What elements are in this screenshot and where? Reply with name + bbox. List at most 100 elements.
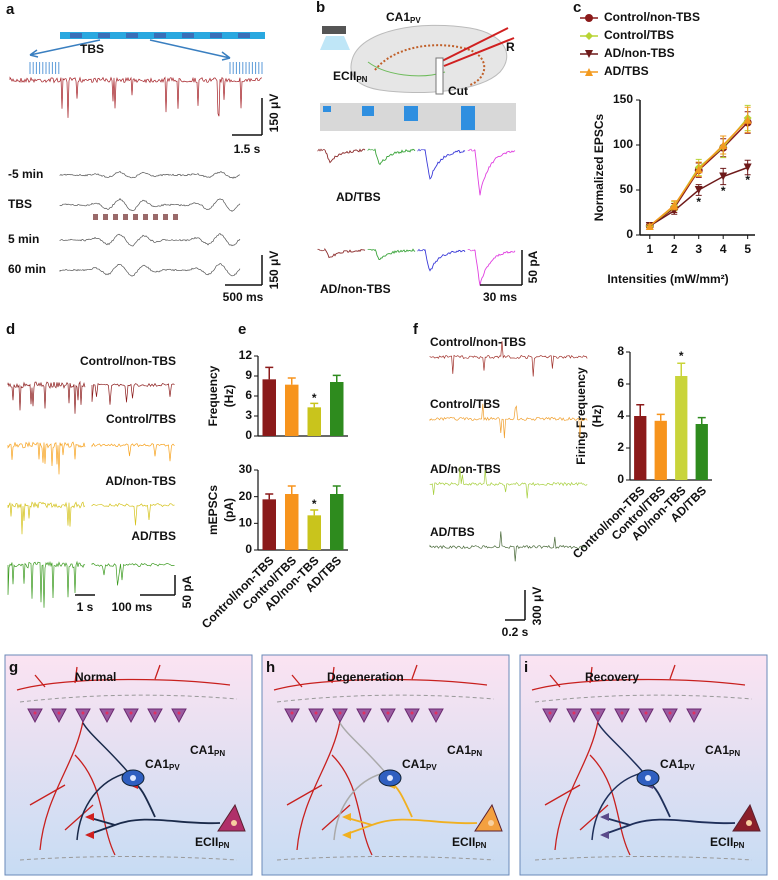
- trace: [429, 531, 588, 562]
- label-main: CA1: [145, 757, 169, 771]
- y-tick-label: 0: [626, 227, 633, 241]
- y-tick-label: 100: [613, 137, 633, 151]
- trace: [424, 249, 466, 272]
- bar: [695, 424, 708, 480]
- label: (Hz): [222, 385, 236, 408]
- y-tick-label: 3: [245, 408, 252, 422]
- axon: [86, 782, 221, 836]
- legend-label: Control/non-TBS: [604, 10, 700, 24]
- label: AD/non-TBS: [105, 474, 176, 488]
- stim-mark: [133, 214, 138, 220]
- nucleus: [410, 711, 414, 715]
- label: AD/non-TBS: [430, 462, 501, 476]
- tbs-bar-seg: [182, 33, 194, 38]
- marker: [585, 14, 593, 22]
- bar: [262, 499, 276, 550]
- electrode: [443, 37, 515, 67]
- label-main: ECII: [333, 69, 356, 83]
- x-tick-label: 5: [744, 242, 751, 256]
- label: ECIIPN: [710, 835, 745, 850]
- nucleus: [130, 775, 136, 781]
- trace: [467, 249, 476, 252]
- label-main: CA1: [402, 757, 426, 771]
- electrode: [439, 27, 509, 63]
- nucleus: [105, 711, 109, 715]
- trace: [59, 170, 241, 179]
- pyramidal-cell: [27, 708, 43, 724]
- trace: [474, 250, 516, 286]
- pyramidal-cell: [99, 708, 115, 724]
- tbs-bar-seg: [210, 33, 222, 38]
- label: CA1PV: [145, 757, 180, 772]
- bar: [654, 420, 667, 480]
- trace: [324, 148, 366, 164]
- nucleus: [596, 711, 600, 715]
- label-main: ECII: [710, 835, 733, 849]
- trace: [317, 248, 326, 252]
- nucleus: [33, 711, 37, 715]
- label: CA1PN: [190, 743, 225, 758]
- trace: [7, 380, 86, 414]
- error-bar: [310, 509, 319, 516]
- nucleus: [314, 711, 318, 715]
- boundary: [276, 856, 495, 861]
- bar: [634, 416, 647, 480]
- boundary: [19, 856, 238, 861]
- trace: [91, 503, 175, 526]
- y-tick-label: 0: [245, 428, 252, 442]
- x-axis-label: Intensities (mW/mm²): [607, 272, 728, 286]
- marker: [719, 172, 728, 181]
- label: b: [316, 0, 325, 16]
- boundary: [534, 694, 753, 703]
- nucleus: [746, 820, 752, 826]
- label: TBS: [80, 42, 104, 56]
- y-tick-label: 10: [239, 516, 253, 530]
- trace: [7, 560, 86, 608]
- pyramidal-cell: [284, 708, 300, 724]
- pyramidal-cell: [638, 708, 654, 724]
- label-main: ECII: [195, 835, 218, 849]
- label: Normalized EPSCs: [592, 113, 606, 221]
- annotation: *: [312, 497, 317, 511]
- stim-mark: [123, 214, 128, 220]
- marker: [719, 141, 728, 149]
- error-bar: [265, 493, 274, 500]
- label: 150 μV: [267, 251, 281, 290]
- error-bar: [697, 416, 706, 424]
- stim-mark: [143, 214, 148, 220]
- nucleus: [387, 775, 393, 781]
- nucleus: [620, 711, 624, 715]
- nucleus: [362, 711, 366, 715]
- label: 100 ms: [112, 600, 153, 614]
- ec-neuron: [732, 803, 761, 832]
- bar: [307, 515, 321, 550]
- dendrite: [273, 664, 488, 691]
- trace: [417, 248, 426, 252]
- label: 0.2 s: [502, 625, 529, 639]
- label: d: [6, 321, 15, 338]
- marker: [585, 32, 593, 40]
- error-bar: [677, 362, 686, 376]
- label-main: CA1: [447, 743, 471, 757]
- error-bar: [287, 377, 296, 385]
- label-main: CA1: [386, 10, 410, 24]
- label: AD/TBS: [430, 525, 475, 539]
- label: 60 min: [8, 262, 46, 276]
- label: Recovery: [585, 670, 639, 684]
- label: 50 pA: [180, 575, 194, 608]
- arrow: [29, 39, 101, 58]
- pyramidal-cell: [428, 708, 444, 724]
- nucleus: [81, 711, 85, 715]
- axon: [591, 722, 649, 841]
- trace: [59, 198, 241, 212]
- stim-mark: [173, 214, 178, 220]
- tbs-bar-seg: [154, 33, 166, 38]
- label-sub: PN: [356, 75, 367, 84]
- nucleus: [572, 711, 576, 715]
- trace: [367, 148, 376, 152]
- pyramidal-cell: [147, 708, 163, 724]
- tbs-bar-seg: [70, 33, 82, 38]
- label-sub: PV: [410, 16, 421, 25]
- trace: [91, 382, 175, 405]
